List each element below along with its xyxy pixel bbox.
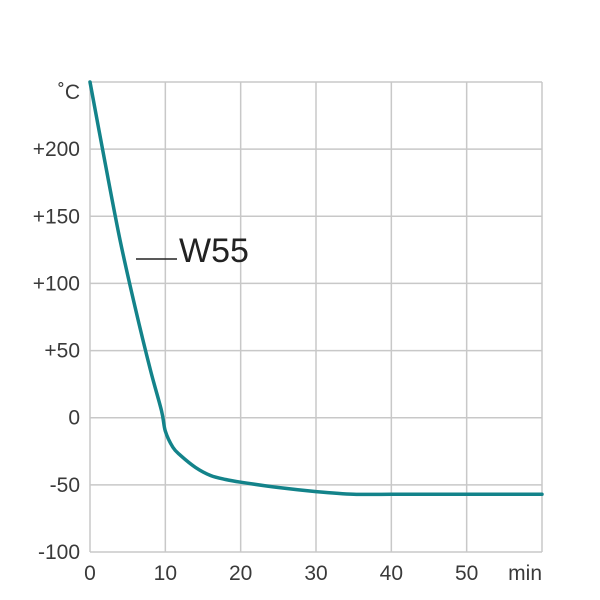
grid — [89, 81, 543, 553]
y-unit-label: ˚C — [58, 81, 80, 104]
y-tick-label: -50 — [50, 474, 80, 497]
x-tick-label: 20 — [229, 562, 252, 585]
y-tick-label: +100 — [33, 272, 80, 295]
y-tick-label: +50 — [44, 340, 80, 363]
series-line-w55 — [88, 80, 544, 497]
x-tick-label: 30 — [304, 562, 327, 585]
legend: W55 — [136, 232, 249, 270]
legend-label: W55 — [179, 232, 249, 270]
y-tick-label: -100 — [38, 541, 80, 564]
y-tick-label: 0 — [68, 407, 80, 430]
x-unit-label: min — [508, 562, 542, 585]
y-tick-label: +200 — [33, 138, 80, 161]
series-layer — [88, 80, 544, 497]
x-tick-label: 50 — [455, 562, 478, 585]
x-tick-label: 10 — [154, 562, 177, 585]
axes: -100 -50 0 +50 +100 +150 +200 ˚C 0 10 20 30 40 50 min — [33, 81, 542, 585]
y-tick-label: +150 — [33, 205, 80, 228]
x-tick-label: 0 — [84, 562, 96, 585]
x-tick-label: 40 — [380, 562, 403, 585]
